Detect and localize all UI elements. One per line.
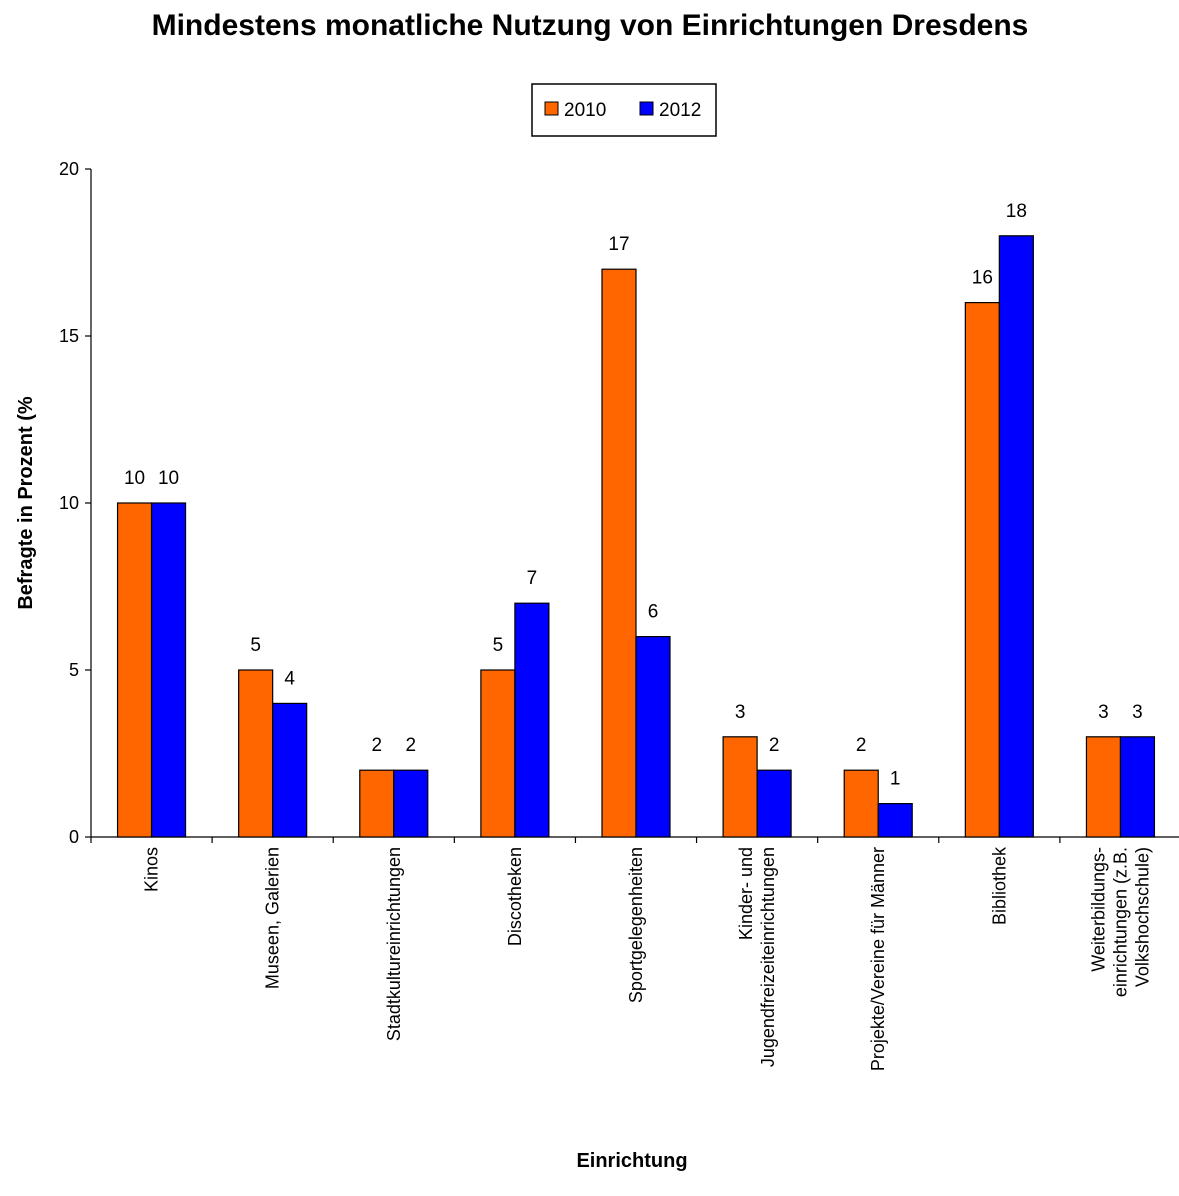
y-tick-label: 0 <box>69 827 79 847</box>
category-label-line: Kinder- und <box>736 847 756 940</box>
category-label-line: Projekte/Vereine für Männer <box>868 847 888 1071</box>
bar-2012-4 <box>635 635 671 838</box>
bar-2010-6 <box>843 769 879 838</box>
legend-label-2010: 2010 <box>564 100 606 121</box>
data-label-2010-4: 17 <box>608 234 629 255</box>
chart-title: Mindestens monatliche Nutzung von Einric… <box>152 9 1029 42</box>
bar-2010-8 <box>1085 736 1122 838</box>
data-label-2010-1: 5 <box>250 635 261 656</box>
bar-2012-3 <box>514 602 550 838</box>
bar-2010-0 <box>116 502 153 838</box>
bar-2012-5 <box>756 769 792 838</box>
y-tick-label: 10 <box>59 493 79 513</box>
bar-2010-7 <box>964 302 1000 838</box>
category-label-5: Kinder- und Jugendfreizeiteinrichtungen <box>736 847 778 1067</box>
data-label-2012-5: 2 <box>769 735 780 756</box>
bar-2010-2 <box>359 769 395 838</box>
category-label-line: einrichtungen (z.B. <box>1110 847 1130 997</box>
category-label-3: Discotheken <box>505 847 525 946</box>
plot-area: 0 5 10 15 20 10 5 2 5 17 3 2 16 3 10 4 2 7 6 2 1 18 3 Kinos Muse… <box>59 159 1179 1071</box>
y-tick-label: 15 <box>59 326 79 346</box>
bar-2010-3 <box>480 669 516 838</box>
data-label-2012-3: 7 <box>527 568 538 589</box>
category-label-line: Discotheken <box>505 847 525 946</box>
data-label-2012-8: 3 <box>1132 702 1143 723</box>
data-label-2010-5: 3 <box>735 702 746 723</box>
legend-box <box>531 83 717 137</box>
bar-2012-1 <box>272 702 308 838</box>
category-label-line: Kinos <box>142 847 162 892</box>
data-label-2010-8: 3 <box>1098 702 1109 723</box>
data-label-2010-7: 16 <box>972 268 993 289</box>
category-label-7: Bibliothek <box>989 846 1009 925</box>
bar-2010-1 <box>238 669 274 838</box>
legend-swatch-2010 <box>544 101 559 116</box>
bar-2012-8 <box>1119 736 1156 838</box>
bar-2012-2 <box>393 769 429 838</box>
category-label-4: Sportgelegenheiten <box>626 847 646 1003</box>
y-axis-title: Befragte in Prozent (% <box>15 396 37 610</box>
bar-2012-0 <box>150 502 187 838</box>
data-label-2012-1: 4 <box>284 668 295 689</box>
data-label-2012-4: 6 <box>648 602 659 623</box>
category-label-1: Museen, Galerien <box>263 847 283 989</box>
y-tick-label: 5 <box>69 660 79 680</box>
bar-2012-6 <box>877 802 913 838</box>
category-label-line: Stadtkultureinrichtungen <box>384 847 404 1041</box>
category-label-line: Jugendfreizeiteinrichtungen <box>758 847 778 1067</box>
category-label-line: Bibliothek <box>989 846 1009 925</box>
data-label-2012-0: 10 <box>158 468 179 489</box>
bar-2010-4 <box>601 268 637 838</box>
legend: 2010 2012 <box>531 83 717 137</box>
bar-2012-7 <box>998 235 1034 838</box>
category-label-line: Sportgelegenheiten <box>626 847 646 1003</box>
category-label-2: Stadtkultureinrichtungen <box>384 847 404 1041</box>
category-label-line: Weiterbildungs- <box>1088 847 1108 972</box>
data-label-2010-2: 2 <box>371 735 382 756</box>
x-axis-title: Einrichtung <box>576 1150 687 1172</box>
data-label-2010-6: 2 <box>856 735 867 756</box>
bar-2010-5 <box>722 736 758 838</box>
y-tick-label: 20 <box>59 159 79 179</box>
category-label-6: Projekte/Vereine für Männer <box>868 847 888 1071</box>
category-label-line: Museen, Galerien <box>263 847 283 989</box>
category-label-8: Weiterbildungs-einrichtungen (z.B. Volksh… <box>1088 847 1152 997</box>
data-label-2010-0: 10 <box>124 468 145 489</box>
category-label-0: Kinos <box>142 847 162 892</box>
data-label-2012-7: 18 <box>1006 201 1027 222</box>
data-label-2012-6: 1 <box>890 769 901 790</box>
data-label-2012-2: 2 <box>405 735 416 756</box>
category-label-line: Volkshochschule) <box>1132 847 1152 987</box>
legend-swatch-2012 <box>639 101 654 116</box>
legend-label-2012: 2012 <box>659 100 701 121</box>
data-label-2010-3: 5 <box>493 635 504 656</box>
